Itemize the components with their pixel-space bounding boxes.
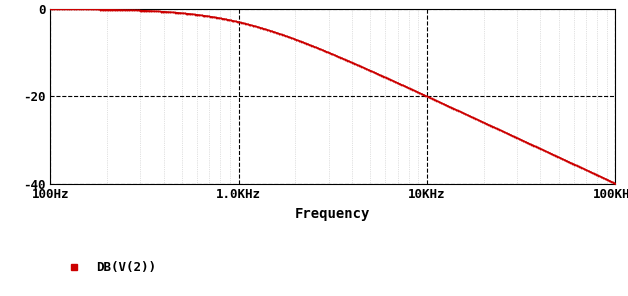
- X-axis label: Frequency: Frequency: [295, 207, 371, 221]
- Legend: DB(V(2)): DB(V(2)): [57, 256, 161, 279]
